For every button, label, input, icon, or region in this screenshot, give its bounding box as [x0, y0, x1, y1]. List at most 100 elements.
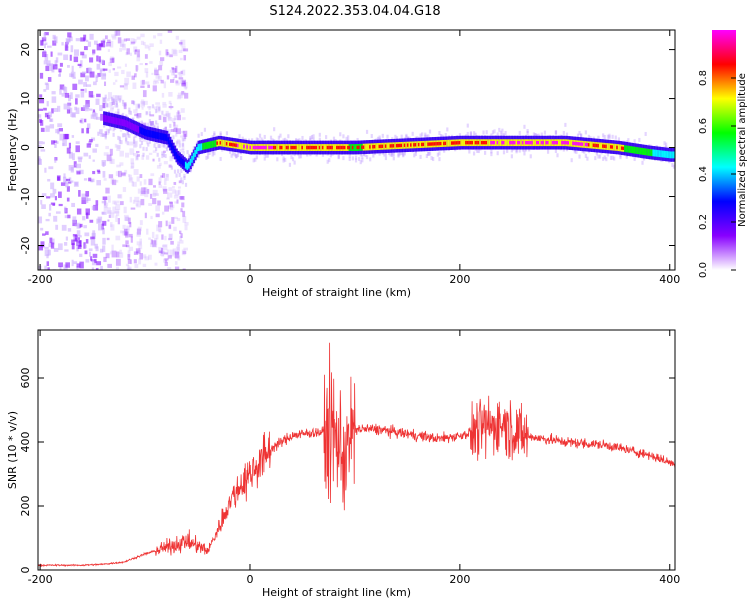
spectrogram-noise-cell [85, 191, 90, 197]
spectrogram-noise-cell [126, 130, 130, 138]
spectrogram-noise-cell [66, 178, 71, 181]
spectrogram-noise-cell [99, 69, 102, 77]
spectrogram-noise-cell [71, 202, 76, 208]
spectrogram-noise-cell [167, 267, 172, 270]
spectrogram-noise-cell [88, 140, 92, 145]
spectrogram-halo-cell [537, 133, 540, 138]
spectrogram-peak-cell [502, 140, 506, 145]
spectrogram-noise-cell [98, 56, 101, 63]
spectrogram-core-cell [408, 141, 411, 149]
spectrogram-halo-cell [575, 149, 578, 154]
spectrogram-noise-cell [107, 92, 113, 99]
spectrogram-noise-cell [167, 192, 170, 199]
spectrogram-noise-cell [144, 212, 147, 219]
spectrogram-core-cell [591, 141, 594, 149]
spectrogram-halo-cell [397, 152, 400, 157]
spectrogram-peak-cell [313, 145, 317, 150]
spectrogram-halo-cell [139, 144, 142, 149]
spectrogram-noise-cell [88, 248, 93, 252]
spectrogram-halo-cell [284, 157, 287, 162]
spectrogram-core-cell [647, 148, 651, 156]
spectrogram-core-cell [134, 124, 137, 132]
spectrogram-noise-cell [158, 65, 163, 71]
spectrogram-peak-cell [581, 142, 584, 146]
spectrogram-noise-cell [83, 82, 88, 87]
spectrogram-halo-cell [112, 98, 115, 103]
spectrogram-halo-cell [189, 168, 192, 173]
spectrogram-noise-cell [42, 141, 45, 145]
spectrogram-noise-cell [163, 258, 167, 263]
spectrogram-noise-cell [135, 203, 139, 207]
spectrogram-peak-cell [597, 143, 600, 148]
spectrogram-halo-cell [205, 155, 208, 160]
spectrogram-noise-cell [164, 259, 168, 263]
spectrogram-halo-cell [263, 156, 266, 161]
spectrogram-peak-cell [439, 141, 443, 146]
spectrogram-halo-cell [235, 154, 238, 159]
spectrogram-noise-cell [139, 174, 143, 179]
spectrogram-noise-cell [115, 79, 118, 83]
spectrogram-halo-cell [219, 131, 222, 136]
spectrogram-noise-cell [103, 202, 109, 206]
spectrogram-core-cell [660, 150, 663, 158]
spectrogram-noise-cell [139, 253, 144, 260]
spectrogram-peak-cell [230, 142, 233, 147]
spectrogram-noise-cell [38, 114, 42, 118]
spectrogram-core-cell [534, 139, 537, 147]
spectrogram-peak-cell [348, 145, 351, 150]
spectrogram-halo-cell [446, 127, 449, 132]
spectrogram-noise-cell [70, 180, 74, 183]
spectrogram-peak-cell [531, 140, 534, 145]
spectrogram-halo-cell [348, 153, 351, 158]
spectrogram-core-cell [162, 133, 166, 141]
spectrogram-noise-cell [73, 181, 79, 187]
spectrogram-halo-cell [118, 98, 122, 103]
spectrogram-noise-cell [90, 236, 95, 240]
snr-x-tick-label: 200 [449, 573, 470, 586]
spectrogram-halo-cell [332, 136, 336, 141]
spectrogram-halo-cell [276, 157, 279, 162]
spectrogram-noise-cell [139, 181, 142, 186]
spectrogram-noise-cell [78, 190, 81, 197]
spectrogram-core-cell [416, 141, 419, 149]
spectrogram-peak-cell [307, 145, 311, 150]
spectrogram-noise-cell [148, 106, 151, 111]
spectrogram-noise-cell [127, 174, 131, 178]
spectrogram-halo-cell [578, 130, 581, 135]
spectrogram-halo-cell [565, 132, 569, 137]
spectrogram-noise-cell [129, 196, 132, 203]
spectrogram-noise-cell [182, 151, 185, 156]
spectrogram-halo-cell [526, 128, 529, 133]
spectrogram-peak-cell [430, 142, 433, 146]
spectrogram-noise-cell [100, 68, 106, 72]
spectrogram-core-cell [110, 116, 114, 124]
spectrogram-noise-cell [134, 113, 139, 117]
spectrogram-noise-cell [85, 208, 90, 216]
spectrogram-halo-cell [351, 156, 354, 161]
spectrogram-noise-cell [45, 231, 49, 235]
spectrogram-core-cell [619, 144, 622, 152]
spectrogram-y-tick-label: 10 [19, 92, 32, 106]
spectrogram-noise-cell [159, 61, 164, 66]
spectrogram-peak-cell [362, 145, 366, 149]
spectrogram-halo-cell [103, 97, 106, 102]
spectrogram-noise-cell [115, 209, 120, 217]
spectrogram-halo-cell [424, 132, 427, 137]
spectrogram-noise-cell [162, 244, 168, 251]
spectrogram-noise-cell [103, 256, 107, 263]
spectrogram-peak-cell [602, 144, 605, 148]
spectrogram-peak-cell [521, 140, 525, 145]
spectrogram-core-cell [441, 140, 444, 147]
spectrogram-core-cell [175, 151, 178, 159]
spectrogram-noise-cell [64, 249, 69, 252]
spectrogram-core-cell [159, 132, 163, 140]
spectrogram-noise-cell [117, 170, 122, 178]
spectrogram-noise-cell [57, 52, 63, 56]
spectrogram-noise-cell [115, 203, 121, 211]
spectrogram-peak-cell [573, 141, 577, 146]
spectrogram-noise-cell [144, 54, 148, 59]
spectrogram-noise-cell [128, 174, 132, 181]
spectrogram-noise-cell [50, 193, 55, 198]
